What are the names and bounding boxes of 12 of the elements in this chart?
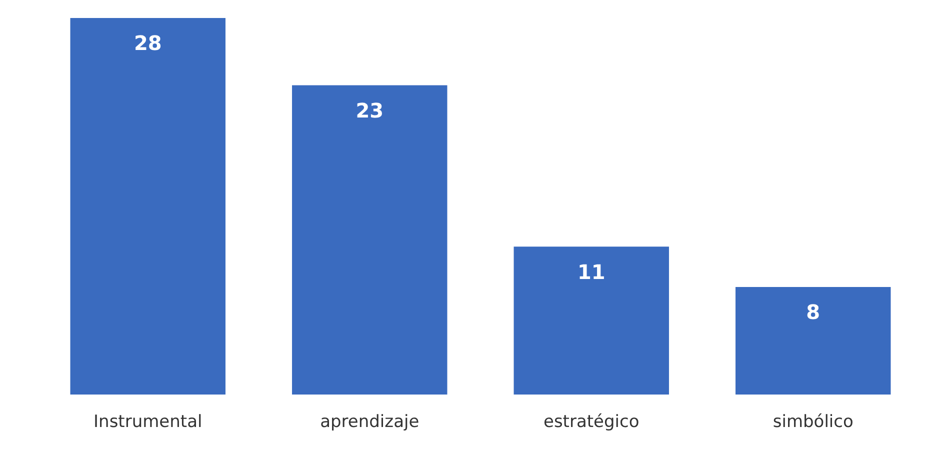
bar [736, 287, 891, 395]
x-tick-label: aprendizaje [320, 412, 420, 432]
data-label: 23 [356, 98, 384, 122]
bar [70, 18, 226, 395]
data-label: 28 [134, 31, 162, 56]
data-label: 11 [577, 260, 606, 284]
bar [514, 246, 669, 395]
x-tick-label: simbólico [772, 412, 854, 432]
x-tick-label: Instrumental [94, 412, 202, 432]
bar [292, 85, 448, 395]
x-tick-label: estratégico [543, 412, 640, 432]
data-label: 8 [806, 300, 820, 324]
